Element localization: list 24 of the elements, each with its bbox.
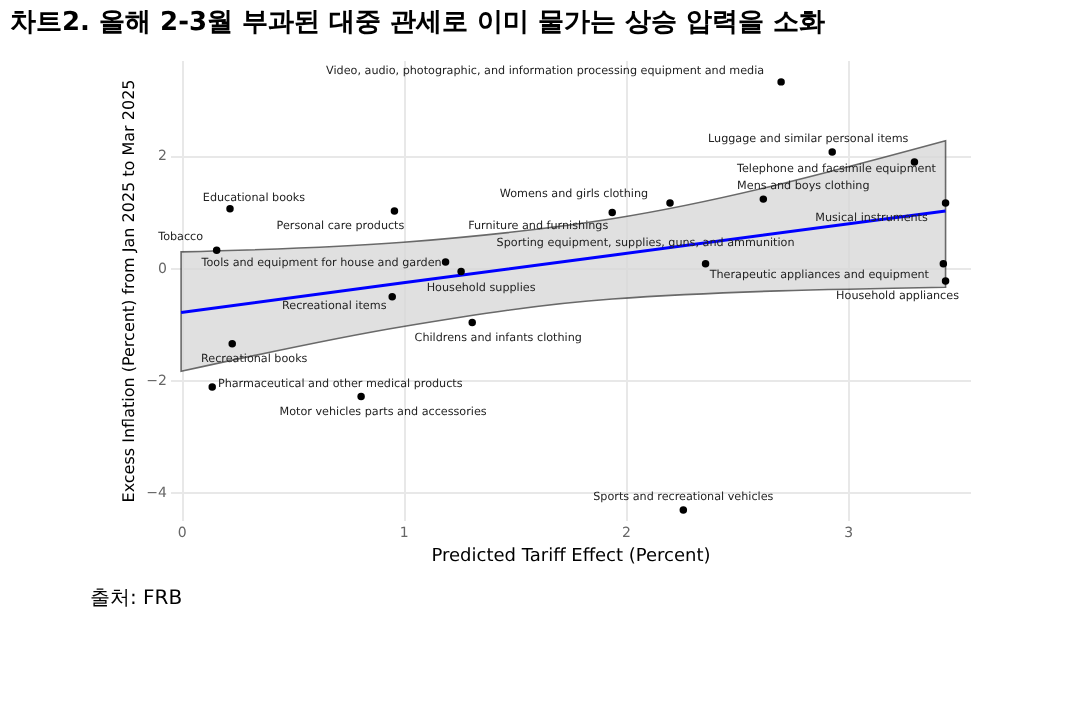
point: [679, 506, 688, 514]
point: [208, 383, 216, 391]
point: [212, 246, 221, 254]
point: [608, 208, 616, 217]
point: [759, 195, 768, 203]
point: [226, 204, 234, 213]
point: [828, 148, 836, 156]
y-axis-title: Excess Inflation (Percent) from Jan 2025 to Mar 2025: [120, 79, 139, 503]
point: [357, 392, 365, 401]
point: [228, 340, 236, 348]
point: [388, 293, 396, 301]
point: [457, 267, 465, 276]
point: [777, 78, 785, 86]
point: [941, 277, 950, 285]
point: [468, 318, 476, 327]
point: [441, 258, 450, 266]
point: [390, 207, 399, 215]
x-axis-title: Predicted Tariff Effect (Percent): [431, 547, 711, 567]
point: [666, 199, 674, 207]
point: [939, 259, 948, 268]
source-note: 출처: FRB: [90, 588, 183, 610]
point: [701, 259, 710, 268]
chart-title: 차트2. 올해 2-3월 부과된 대중 관세로 이미 물가는 상승 압력을 소화: [10, 8, 826, 38]
point: [941, 199, 950, 207]
